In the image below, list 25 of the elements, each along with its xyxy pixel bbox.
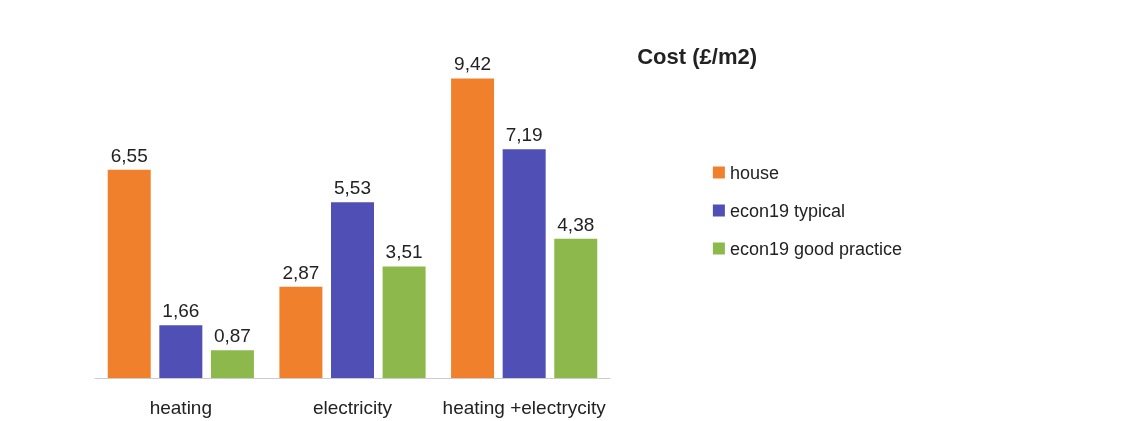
bar bbox=[554, 238, 598, 378]
data-label: 5,53 bbox=[334, 177, 371, 199]
text: Cost (£/m2) bbox=[637, 43, 757, 69]
bar bbox=[331, 202, 374, 378]
data-label: 3,51 bbox=[385, 241, 423, 263]
x-tick-label: electricity bbox=[312, 397, 393, 418]
bar bbox=[159, 325, 203, 378]
bar bbox=[382, 266, 426, 378]
bar bbox=[210, 350, 254, 378]
data-label: 9,42 bbox=[454, 53, 492, 75]
bar bbox=[107, 169, 151, 378]
legend-label: house bbox=[729, 162, 779, 183]
legend-label: econ19 typical bbox=[729, 200, 845, 221]
legend-label: econ19 good practice bbox=[729, 238, 902, 259]
bar bbox=[279, 286, 323, 378]
x-tick-label: heating +electrycity bbox=[442, 397, 607, 418]
bar bbox=[451, 78, 495, 378]
data-label: 4,38 bbox=[557, 213, 595, 235]
data-label: 6,55 bbox=[110, 144, 148, 166]
x-tick-label: heating bbox=[149, 397, 213, 418]
data-label: 0,87 bbox=[213, 325, 251, 347]
data-label: 1,66 bbox=[162, 300, 200, 322]
data-label: 7,19 bbox=[505, 124, 543, 146]
data-label: 2,87 bbox=[282, 261, 320, 283]
bar bbox=[502, 149, 546, 378]
